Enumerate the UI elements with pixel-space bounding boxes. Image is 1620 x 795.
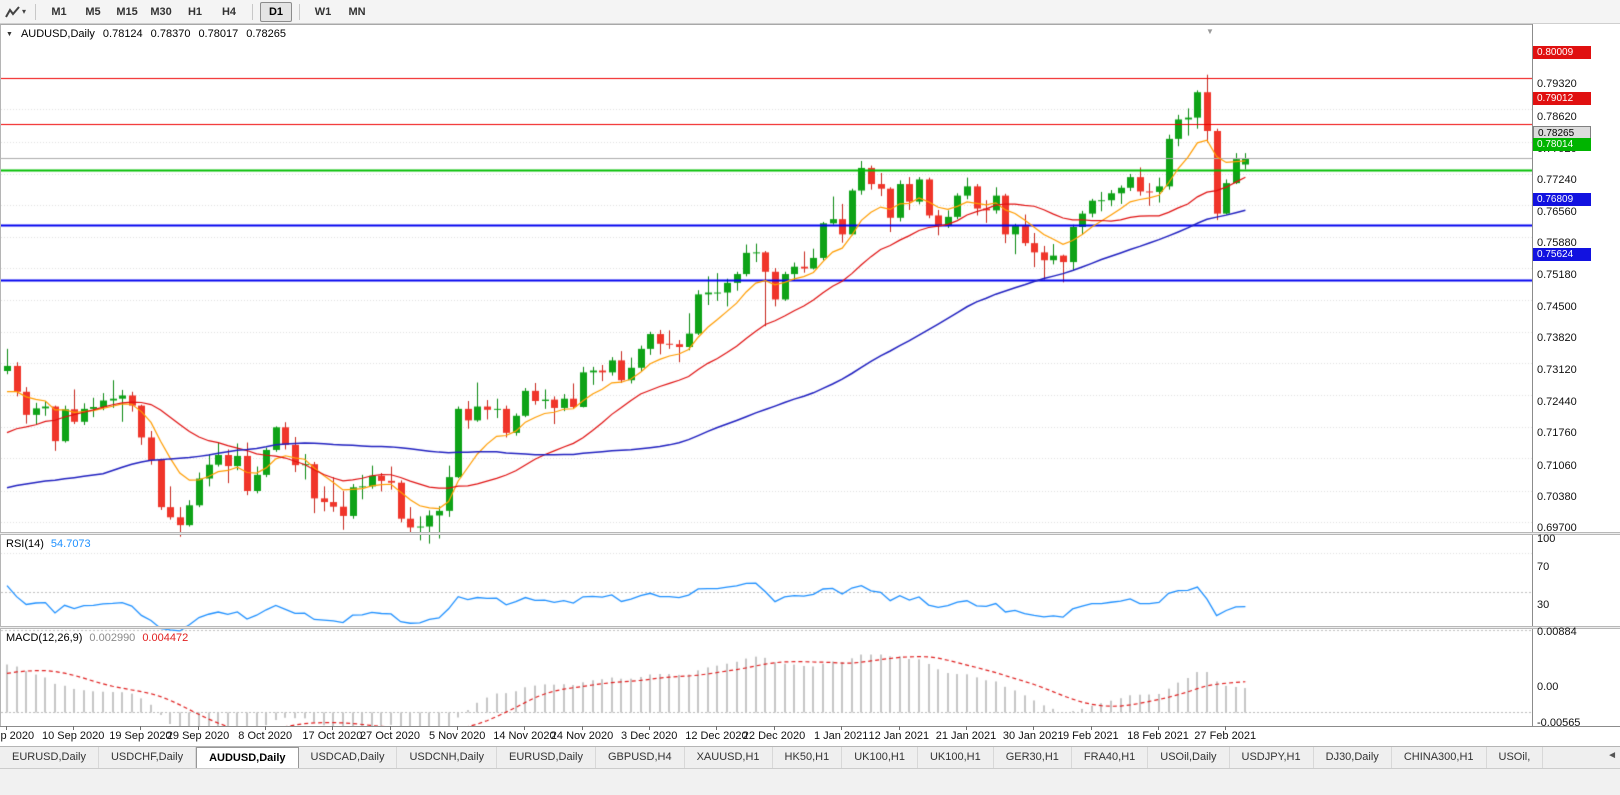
date-axis[interactable] (0, 726, 1620, 746)
chart-tab-china300-h1[interactable]: CHINA300,H1 (1392, 747, 1487, 768)
chart-tab-usdcnh-daily[interactable]: USDCNH,Daily (397, 747, 498, 768)
symbol-dropdown-icon[interactable]: ▼ (6, 30, 13, 38)
rsi-panel-canvas[interactable] (1, 560, 1533, 651)
macd-label: MACD(12,26,9) 0.002990 0.004472 (6, 632, 188, 644)
toolbar-separator (299, 3, 301, 20)
chart-tab-fra40-h1[interactable]: FRA40,H1 (1072, 747, 1149, 768)
chart-tab-uk100-h1[interactable]: UK100,H1 (918, 747, 994, 768)
chart-tab-bar: EURUSD,Daily USDCHF,Daily AUDUSD,Daily USDC… (0, 746, 1620, 768)
chart-window (0, 24, 1620, 751)
main-chart-canvas[interactable] (1, 65, 1533, 557)
toolbar-separator (252, 3, 254, 20)
rsi-value: 54.7073 (50, 538, 91, 550)
ohlc-close: 0.78265 (246, 28, 286, 40)
ohlc-low: 0.78017 (198, 28, 239, 40)
chart-tab-usoil-daily[interactable]: USOil,Daily (1148, 747, 1230, 768)
panel-splitter[interactable] (0, 626, 1620, 629)
chart-tab-usoil[interactable]: USOil, (1487, 747, 1544, 768)
timeframe-button-m5[interactable]: M5 (85, 5, 101, 18)
panel-splitter[interactable] (0, 532, 1620, 535)
timeframe-button-m30[interactable]: M30 (150, 5, 172, 18)
timeframe-button-m15[interactable]: M15 (116, 5, 138, 18)
chart-tab-ger30-h1[interactable]: GER30,H1 (994, 747, 1072, 768)
symbol-label: AUDUSD,Daily (20, 28, 95, 40)
chart-tab-xauusd-h1[interactable]: XAUUSD,H1 (685, 747, 773, 768)
chart-tab-eurusd-daily[interactable]: EURUSD,Daily (0, 747, 99, 768)
timeframe-toolbar: ▾ M1 M5 M15 M30 H1 H4 D1 W1 MN (0, 0, 1620, 24)
chart-tab-uk100-h1[interactable]: UK100,H1 (842, 747, 918, 768)
rsi-label: RSI(14) 54.7073 (6, 538, 91, 550)
timeframe-buttons: M1 M5 M15 M30 H1 H4 D1 W1 MN (42, 1, 374, 22)
chart-tab-audusd-daily[interactable]: AUDUSD,Daily (196, 747, 299, 768)
toolbar-separator (35, 3, 37, 20)
chart-tab-hk50-h1[interactable]: HK50,H1 (773, 747, 843, 768)
ohlc-open: 0.78124 (102, 28, 143, 40)
ohlc-high: 0.78370 (150, 28, 191, 40)
chart-tab-usdcad-daily[interactable]: USDCAD,Daily (299, 747, 398, 768)
timeframe-button-w1[interactable]: W1 (314, 5, 332, 18)
macd-name: MACD(12,26,9) (6, 632, 83, 644)
price-axis[interactable] (1532, 24, 1620, 726)
rsi-name: RSI(14) (6, 538, 44, 550)
timeframe-button-mn[interactable]: MN (348, 5, 366, 18)
macd-main-value: 0.002990 (89, 632, 136, 644)
macd-signal-value: 0.004472 (142, 632, 189, 644)
tab-scroll-left-icon[interactable]: ◄ (1607, 750, 1617, 761)
chart-mode-icon[interactable] (5, 5, 21, 19)
chart-tab-eurusd-daily[interactable]: EURUSD,Daily (497, 747, 596, 768)
timeframe-button-h4[interactable]: H4 (221, 5, 237, 18)
timeframe-button-m1[interactable]: M1 (51, 5, 67, 18)
chart-shift-marker-icon[interactable]: ▼ (1206, 27, 1214, 36)
timeframe-button-d1[interactable]: D1 (260, 1, 293, 22)
dropdown-caret-icon[interactable]: ▾ (22, 7, 27, 16)
chart-tab-usdjpy-h1[interactable]: USDJPY,H1 (1230, 747, 1314, 768)
chart-tab-dj30-daily[interactable]: DJ30,Daily (1314, 747, 1392, 768)
chart-tab-gbpusd-h4[interactable]: GBPUSD,H4 (596, 747, 685, 768)
chart-header: ▼ AUDUSD,Daily 0.78124 0.78370 0.78017 0… (6, 27, 286, 41)
chart-tab-usdchf-daily[interactable]: USDCHF,Daily (99, 747, 197, 768)
status-bar (0, 768, 1620, 795)
timeframe-button-h1[interactable]: H1 (187, 5, 203, 18)
